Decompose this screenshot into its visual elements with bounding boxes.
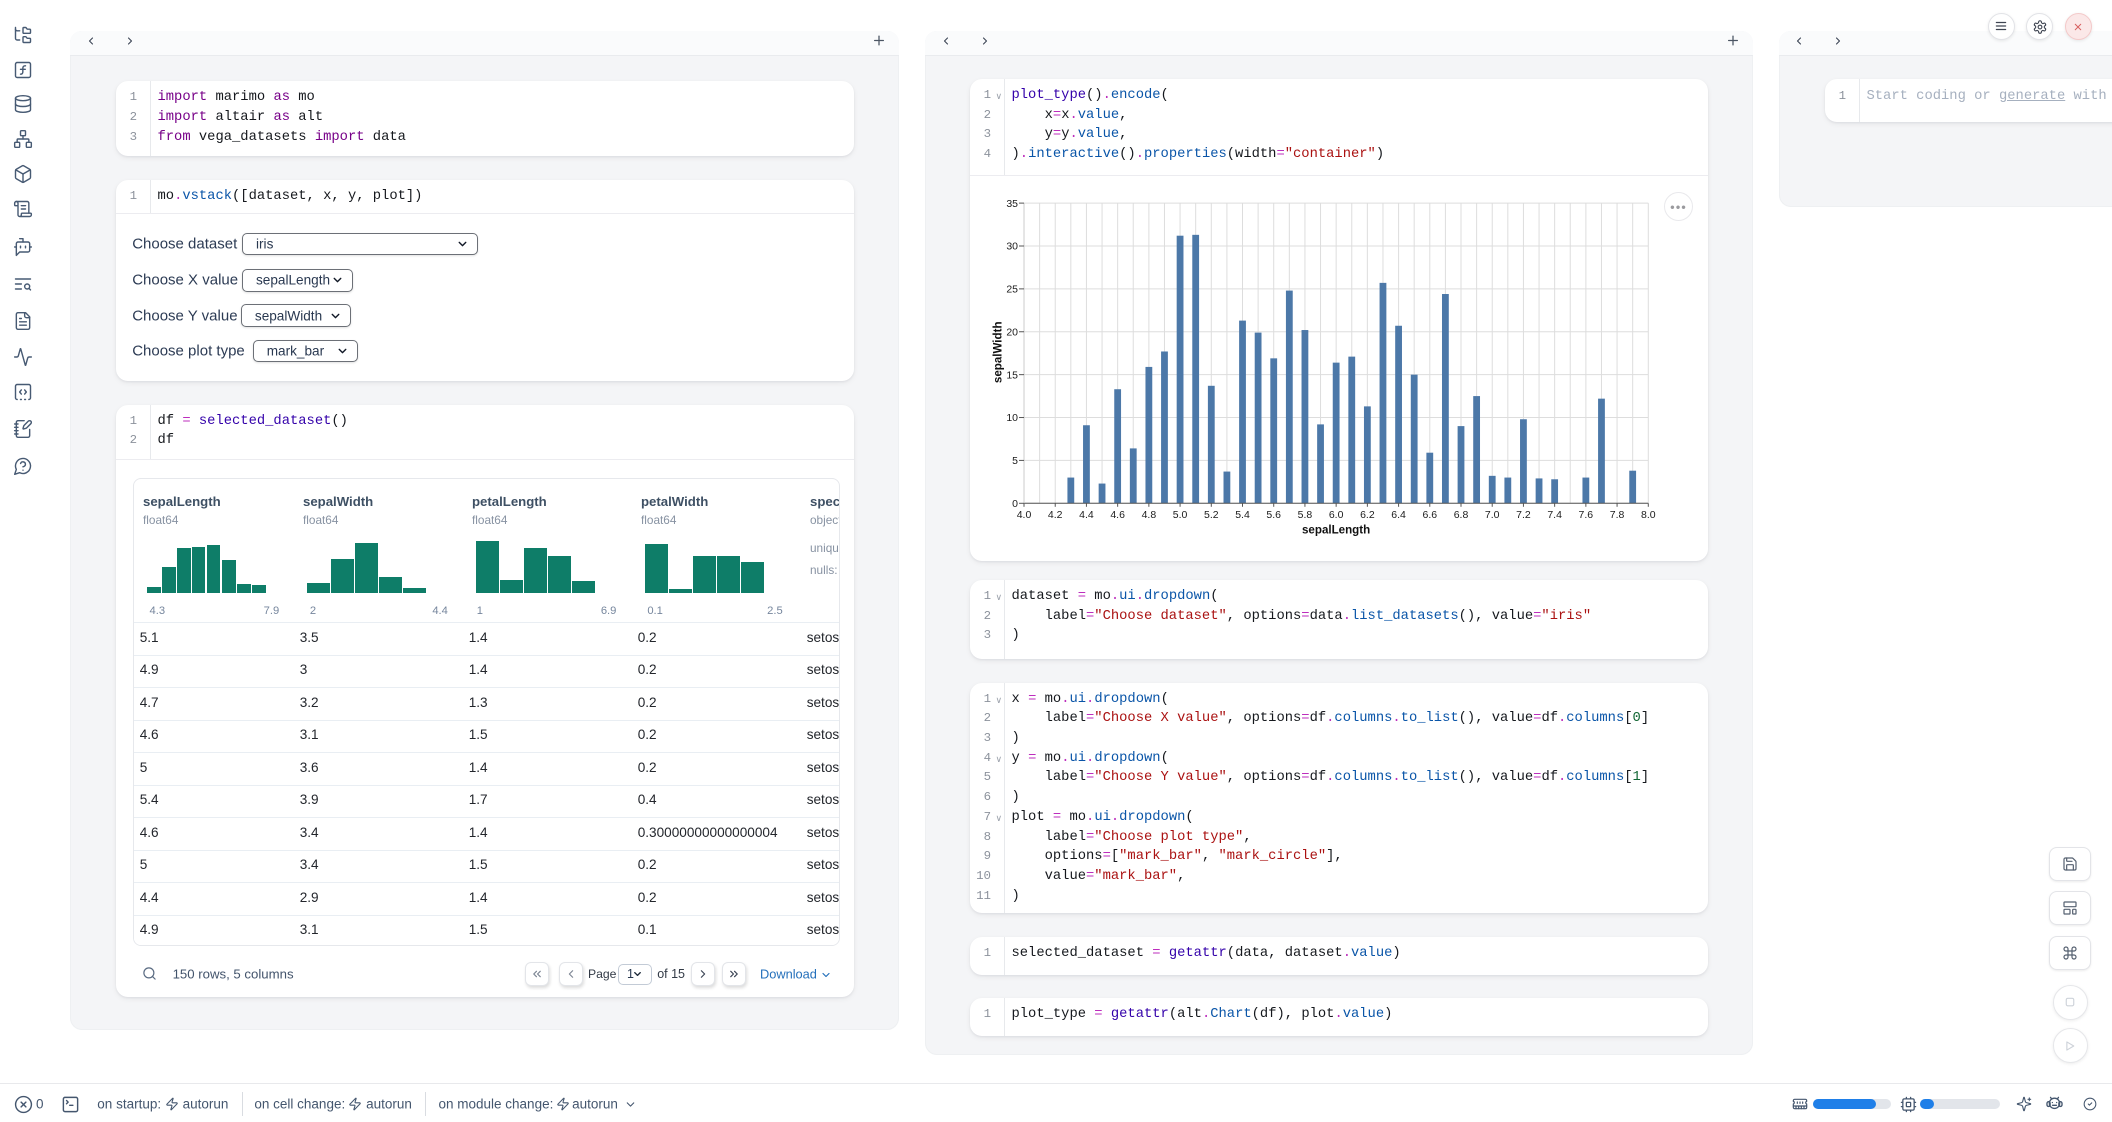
svg-text:4.2: 4.2 (1048, 510, 1063, 521)
svg-text:20: 20 (1006, 327, 1018, 338)
svg-text:35: 35 (1006, 198, 1018, 209)
svg-text:7.2: 7.2 (1516, 510, 1531, 521)
svg-text:4.6: 4.6 (1110, 510, 1125, 521)
svg-text:5: 5 (1012, 456, 1018, 467)
svg-text:7.0: 7.0 (1485, 510, 1500, 521)
svg-text:15: 15 (1006, 370, 1018, 381)
svg-text:4.0: 4.0 (1017, 510, 1032, 521)
svg-text:7.8: 7.8 (1610, 510, 1625, 521)
svg-text:6.8: 6.8 (1454, 510, 1469, 521)
svg-text:7.4: 7.4 (1547, 510, 1562, 521)
svg-text:6.6: 6.6 (1422, 510, 1437, 521)
svg-text:4.8: 4.8 (1142, 510, 1157, 521)
svg-text:8.0: 8.0 (1641, 510, 1656, 521)
svg-text:7.6: 7.6 (1579, 510, 1594, 521)
svg-text:5.2: 5.2 (1204, 510, 1219, 521)
svg-text:0: 0 (1012, 499, 1018, 510)
svg-text:6.4: 6.4 (1391, 510, 1406, 521)
svg-text:25: 25 (1006, 284, 1018, 295)
svg-text:5.0: 5.0 (1173, 510, 1188, 521)
svg-text:6.0: 6.0 (1329, 510, 1344, 521)
svg-text:10: 10 (1006, 413, 1018, 424)
svg-text:sepalLength: sepalLength (1302, 524, 1370, 536)
svg-text:6.2: 6.2 (1360, 510, 1375, 521)
svg-text:sepalWidth: sepalWidth (993, 321, 1005, 383)
svg-text:5.8: 5.8 (1298, 510, 1313, 521)
svg-text:4.4: 4.4 (1079, 510, 1094, 521)
svg-text:30: 30 (1006, 241, 1018, 252)
svg-text:5.4: 5.4 (1235, 510, 1250, 521)
svg-text:5.6: 5.6 (1266, 510, 1281, 521)
